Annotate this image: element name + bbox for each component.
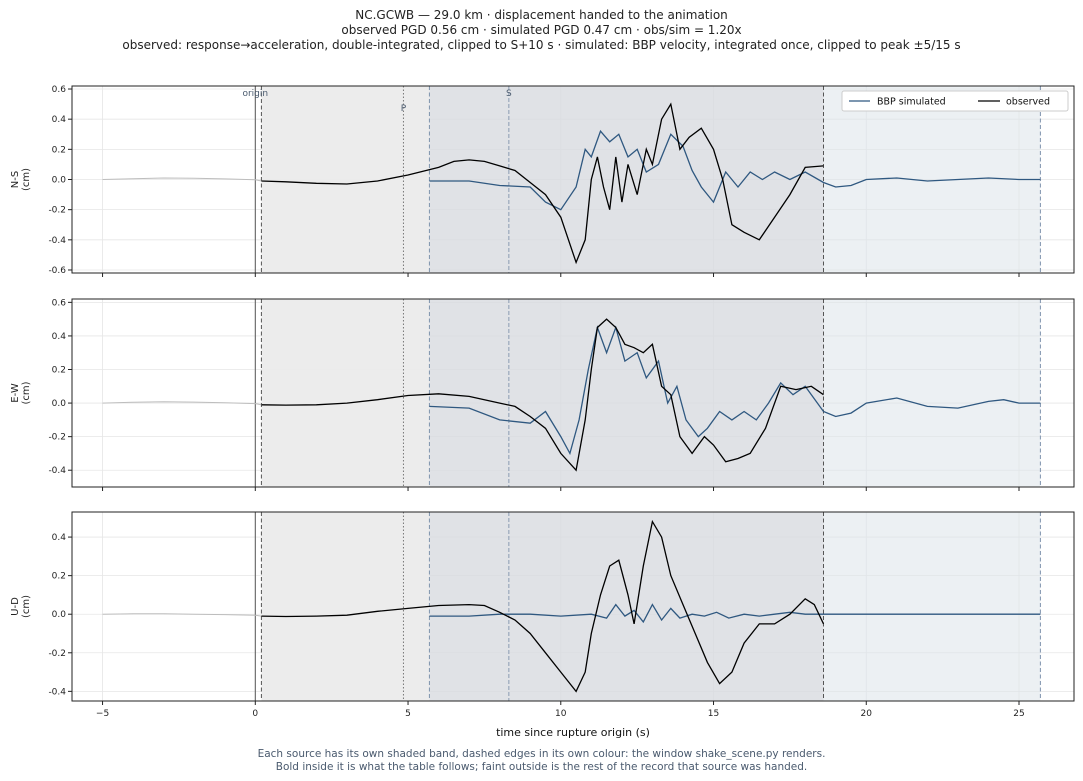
y-axis-label: N-S(cm) (10, 168, 32, 191)
observed-window-band (261, 86, 430, 273)
observed-faint-line (102, 177, 262, 182)
y-tick-label: 0.0 (52, 610, 67, 620)
chart-title-line-2: observed PGD 0.56 cm · simulated PGD 0.4… (341, 23, 742, 37)
panel-frame (71, 298, 1075, 488)
y-tick-label: -0.6 (48, 266, 66, 276)
simulated-series-line (429, 129, 1041, 211)
y-tick-label: 0.4 (52, 533, 67, 543)
chart-title-line-3: observed: response→acceleration, double-… (122, 38, 961, 52)
event-label-s: S (506, 89, 512, 99)
y-tick-label: -0.4 (48, 236, 66, 246)
overlap-window-band (429, 86, 824, 273)
caption-line-2: Bold inside it is what the table follows… (275, 761, 808, 773)
y-axis-label-line: (cm) (21, 168, 32, 191)
x-tick-label: 15 (708, 709, 719, 719)
legend-box (841, 90, 1069, 112)
y-tick-label: 0.0 (52, 176, 67, 186)
simulated-series-line (429, 603, 1041, 624)
x-tick-label: −5 (96, 709, 109, 719)
caption-line-1: Each source has its own shaded band, das… (257, 748, 826, 760)
y-tick-label: 0.4 (52, 115, 67, 125)
y-tick-label: -0.2 (48, 206, 66, 216)
overlap-window-band (429, 512, 824, 701)
x-tick-label: 5 (405, 709, 411, 719)
y-axis-label-line: U-D (10, 597, 21, 616)
observed-window-band (261, 299, 430, 487)
x-tick-label: 0 (252, 709, 258, 719)
panel-1: origin P S -0.6 -0.4 -0.2 0.0 0.2 0.4 0.6 N-S(cm) B… (10, 85, 1075, 277)
legend: BBP simulated observed (841, 90, 1069, 112)
y-axis-label-line: N-S (10, 171, 21, 188)
y-tick-label: -0.2 (48, 649, 66, 659)
simulated-window-band (823, 299, 1041, 487)
observed-faint-line (102, 613, 262, 617)
legend-observed-label: observed (1006, 97, 1050, 108)
event-label-origin: origin (242, 89, 268, 99)
x-tick-label: 25 (1013, 709, 1024, 719)
y-tick-label: 0.2 (52, 366, 66, 376)
simulated-window-band (823, 86, 1041, 273)
y-axis-label: E-W(cm) (10, 381, 32, 404)
event-label-p: P (401, 104, 407, 114)
y-axis-label-line: E-W (10, 383, 21, 403)
panel-3: -0.4 -0.2 0.0 0.2 0.4 U-D(cm) (10, 511, 1075, 705)
observed-series-line (261, 519, 825, 693)
simulated-series-line (429, 325, 1041, 456)
observed-series-line (261, 102, 824, 265)
y-tick-label: -0.2 (48, 433, 66, 443)
legend-simulated-label: BBP simulated (877, 97, 946, 108)
y-tick-label: 0.2 (52, 572, 66, 582)
observed-series-line (261, 318, 824, 472)
x-tick-label: 10 (555, 709, 567, 719)
y-tick-label: -0.4 (48, 687, 66, 697)
overlap-window-band (429, 299, 824, 487)
observed-faint-line (102, 401, 262, 406)
y-tick-label: 0.2 (52, 145, 66, 155)
y-tick-label: 0.4 (52, 332, 67, 342)
panel-frame (71, 511, 1075, 702)
y-axis-label-line: (cm) (21, 595, 32, 618)
y-tick-label: 0.6 (52, 298, 67, 308)
y-axis-label: U-D(cm) (10, 595, 32, 618)
x-axis-label: time since rupture origin (s) (496, 726, 650, 739)
y-axis-label-line: (cm) (21, 381, 32, 404)
y-tick-label: -0.4 (48, 466, 66, 476)
y-tick-label: 0.6 (52, 85, 67, 95)
x-tick-label: 20 (861, 709, 873, 719)
panel-2: -0.4 -0.2 0.0 0.2 0.4 0.6 E-W(cm) (10, 298, 1075, 491)
chart-title-line-1: NC.GCWB — 29.0 km · displacement handed … (355, 8, 728, 22)
observed-window-band (261, 512, 430, 701)
y-tick-label: 0.0 (52, 399, 67, 409)
simulated-window-band (823, 512, 1041, 701)
